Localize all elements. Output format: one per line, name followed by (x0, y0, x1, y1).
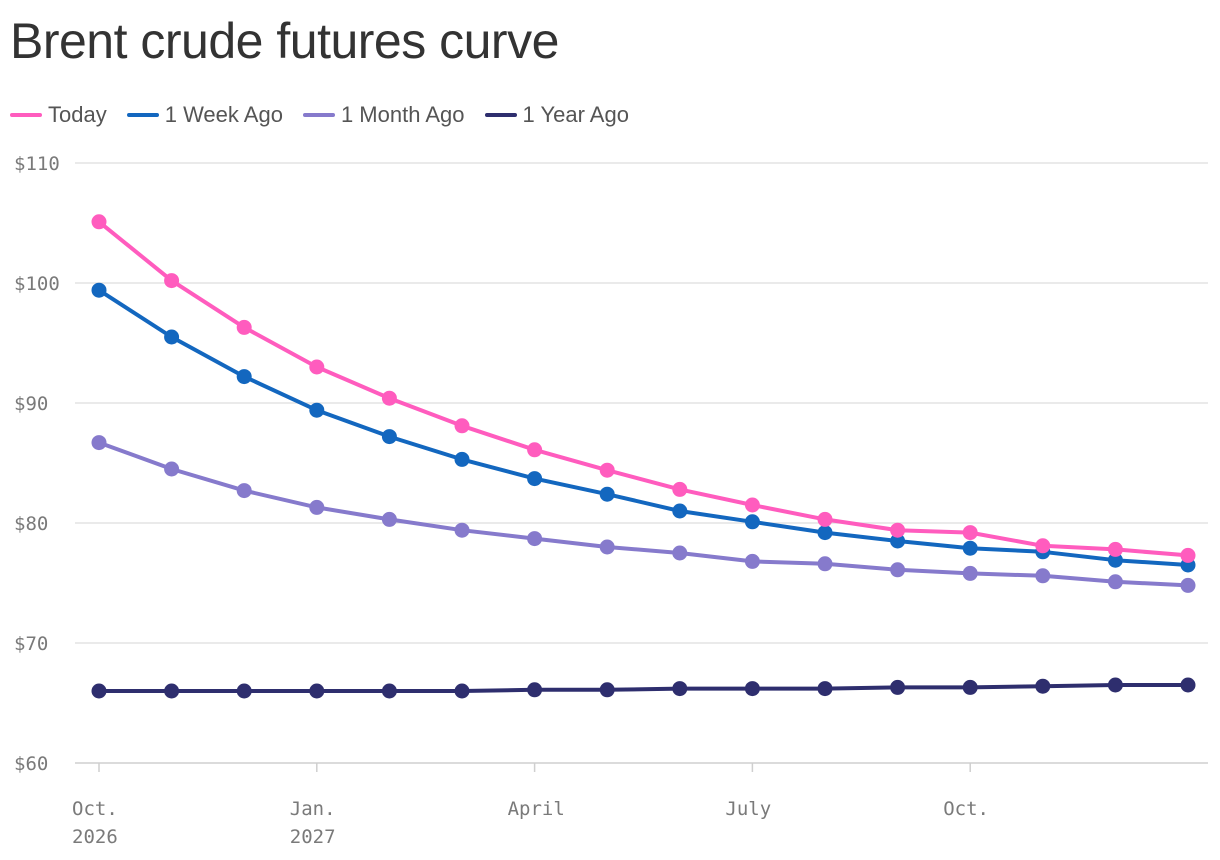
series-line (97, 288, 1190, 567)
data-point[interactable] (309, 359, 325, 375)
data-point[interactable] (1180, 577, 1196, 593)
data-point[interactable] (1107, 677, 1123, 693)
x-tick-label: Oct. (72, 798, 118, 820)
data-point[interactable] (744, 497, 760, 513)
legend-label: Today (48, 102, 107, 127)
data-point[interactable] (91, 214, 107, 230)
y-tick-label: $100 (14, 273, 60, 295)
data-point[interactable] (164, 461, 180, 477)
data-point[interactable] (817, 511, 833, 527)
data-point[interactable] (454, 451, 470, 467)
data-point[interactable] (962, 540, 978, 556)
y-tick-label: $70 (14, 633, 48, 655)
data-point[interactable] (1180, 677, 1196, 693)
legend-item: 1 Month Ago (302, 102, 465, 128)
data-point[interactable] (672, 481, 688, 497)
x-tick-label-year: 2027 (290, 826, 336, 848)
data-point[interactable] (527, 471, 543, 487)
data-point[interactable] (164, 273, 180, 289)
x-tick-label-year: 2026 (72, 826, 118, 848)
data-point[interactable] (91, 435, 107, 451)
y-tick-label: $90 (14, 393, 48, 415)
data-point[interactable] (962, 525, 978, 541)
data-point[interactable] (817, 681, 833, 697)
data-point[interactable] (744, 514, 760, 530)
data-point[interactable] (599, 486, 615, 502)
data-point[interactable] (1035, 678, 1051, 694)
data-point[interactable] (890, 679, 906, 695)
series-line (97, 683, 1190, 693)
data-point[interactable] (381, 683, 397, 699)
legend-item: 1 Year Ago (484, 102, 629, 128)
data-point[interactable] (91, 683, 107, 699)
data-point[interactable] (91, 282, 107, 298)
data-point[interactable] (890, 533, 906, 549)
legend-label: 1 Month Ago (340, 102, 465, 127)
data-point[interactable] (164, 329, 180, 345)
y-axis: $110 $100 $90 $80 $70 $60 (14, 153, 60, 775)
legend-swatch (10, 113, 42, 117)
x-tick-label: Jan. (290, 798, 336, 820)
series-group (91, 214, 1196, 699)
legend-swatch (126, 113, 159, 117)
data-point[interactable] (599, 682, 615, 698)
data-point[interactable] (962, 565, 978, 581)
data-point[interactable] (527, 442, 543, 458)
data-point[interactable] (817, 556, 833, 572)
data-point[interactable] (454, 418, 470, 434)
data-point[interactable] (309, 683, 325, 699)
x-tick-label: July (725, 798, 771, 820)
data-point[interactable] (672, 503, 688, 519)
data-point[interactable] (1035, 568, 1051, 584)
data-point[interactable] (236, 369, 252, 385)
data-point[interactable] (454, 683, 470, 699)
data-point[interactable] (890, 562, 906, 578)
chart-title: Brent crude futures curve (10, 13, 559, 69)
data-point[interactable] (236, 683, 252, 699)
data-point[interactable] (817, 525, 833, 541)
data-point[interactable] (1107, 541, 1123, 557)
x-tick-label: Oct. (943, 798, 989, 820)
series-line (97, 219, 1190, 558)
legend-swatch (302, 113, 335, 117)
grid-lines (75, 162, 1208, 764)
data-point[interactable] (744, 681, 760, 697)
legend-label: 1 Week Ago (164, 102, 283, 127)
data-point[interactable] (381, 511, 397, 527)
series-line (97, 440, 1190, 588)
data-point[interactable] (599, 462, 615, 478)
data-point[interactable] (744, 553, 760, 569)
legend-swatch (484, 113, 517, 117)
legend-item: Today (10, 102, 107, 128)
x-tick-label: April (508, 798, 565, 820)
data-point[interactable] (599, 539, 615, 555)
data-point[interactable] (309, 402, 325, 418)
data-point[interactable] (236, 319, 252, 335)
y-tick-label: $110 (14, 153, 60, 175)
data-point[interactable] (962, 679, 978, 695)
data-point[interactable] (527, 531, 543, 547)
data-point[interactable] (454, 522, 470, 538)
y-tick-label: $60 (14, 753, 48, 775)
x-axis: Oct. 2026 Jan. 2027 April July Oct. (72, 763, 989, 848)
data-point[interactable] (672, 545, 688, 561)
data-point[interactable] (890, 522, 906, 538)
data-point[interactable] (1107, 574, 1123, 590)
data-point[interactable] (672, 681, 688, 697)
data-point[interactable] (1180, 547, 1196, 563)
data-point[interactable] (1035, 538, 1051, 554)
data-point[interactable] (236, 483, 252, 499)
data-point[interactable] (381, 390, 397, 406)
legend: Today 1 Week Ago 1 Month Ago 1 Year Ago (10, 102, 629, 128)
data-point[interactable] (1107, 552, 1123, 568)
legend-label: 1 Year Ago (522, 102, 629, 127)
data-point[interactable] (527, 682, 543, 698)
data-point[interactable] (164, 683, 180, 699)
legend-item: 1 Week Ago (126, 102, 283, 128)
data-point[interactable] (381, 429, 397, 445)
data-point[interactable] (309, 499, 325, 515)
y-tick-label: $80 (14, 513, 48, 535)
